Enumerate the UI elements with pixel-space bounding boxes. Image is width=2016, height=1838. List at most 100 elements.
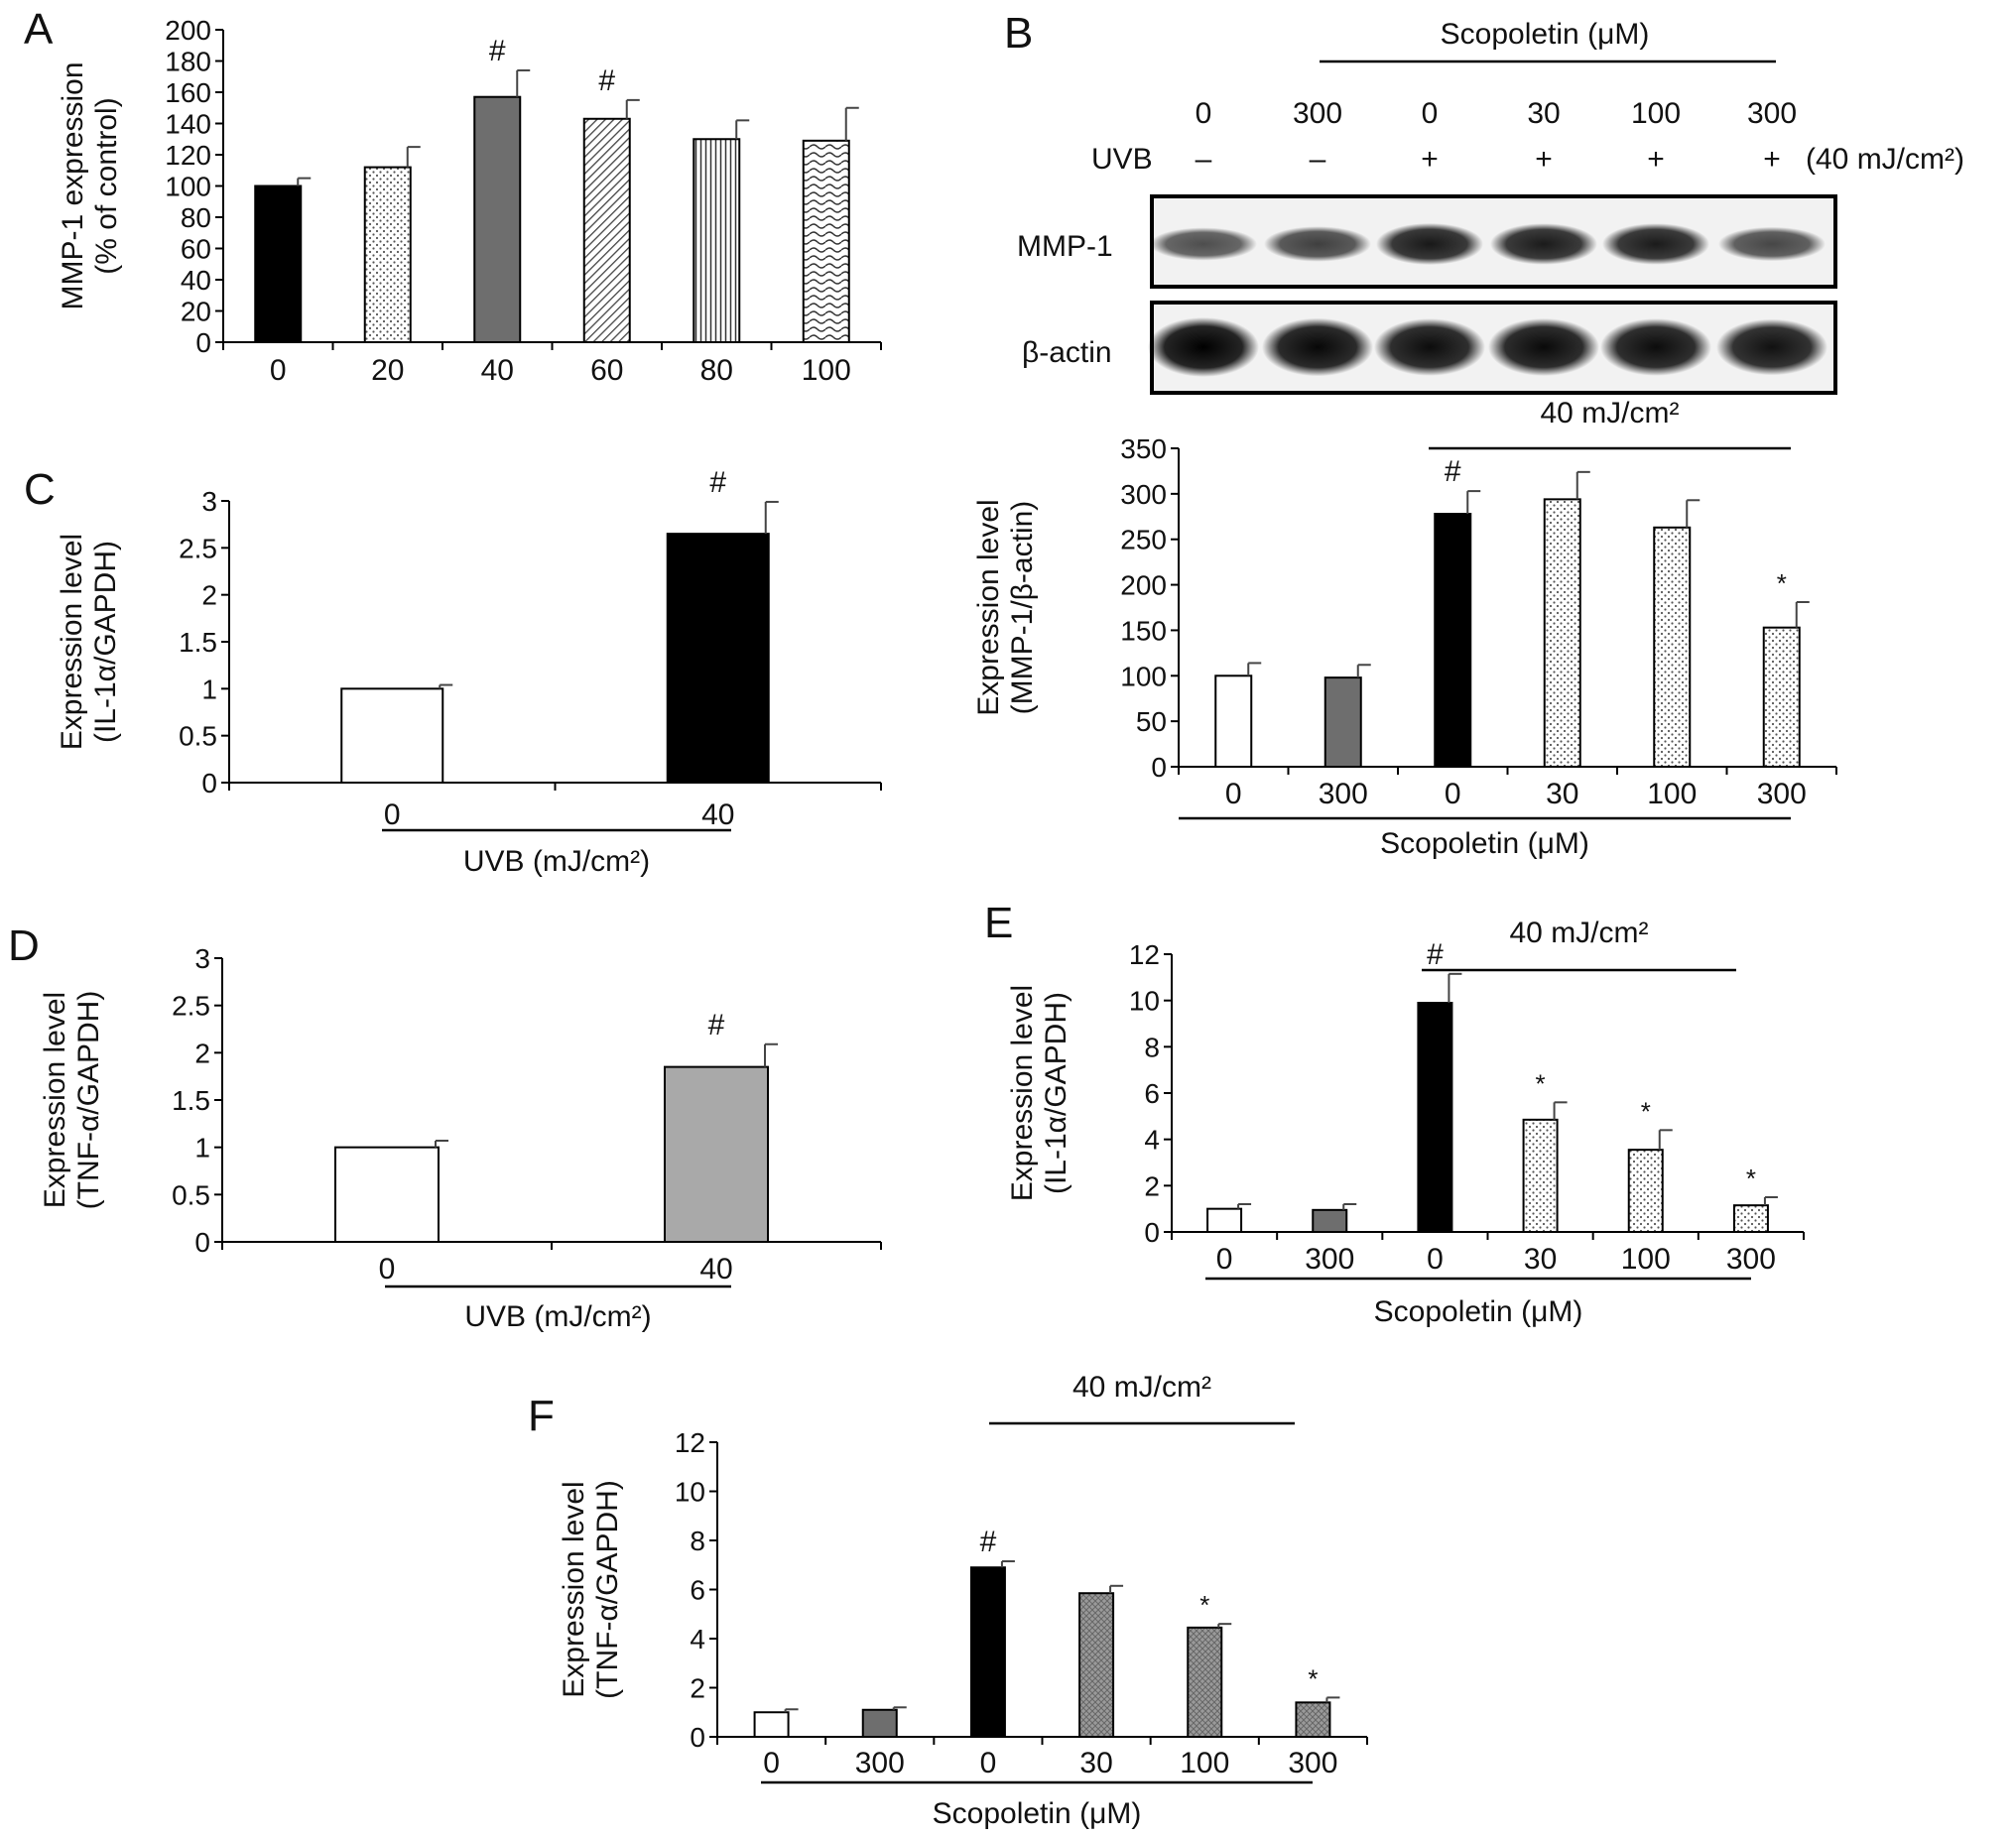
bar-b-1: [1323, 676, 1362, 768]
bar-d-0: [334, 1146, 440, 1243]
bar-e-3: [1522, 1118, 1559, 1234]
bar-e-0: [1206, 1207, 1243, 1233]
y-tick-label-e: 8: [1144, 1032, 1160, 1062]
blot-lane-dose-3: 30: [1527, 97, 1560, 130]
x-axis-label-c: UVB (mJ/cm²): [463, 845, 650, 878]
bar-f-3: [1078, 1592, 1115, 1739]
x-category-label-f-3: 30: [1079, 1747, 1112, 1779]
y-tick-label-c: 1: [201, 674, 217, 704]
x-category-label-c-1: 40: [701, 798, 734, 831]
blot-band-mmp1-1: [1264, 226, 1371, 262]
bar-f-2: [969, 1566, 1006, 1738]
y-tick-label-b: 250: [1120, 525, 1167, 555]
bar-e-4: [1627, 1149, 1664, 1233]
y-tick-label-b: 50: [1136, 706, 1167, 737]
y-tick-label-d: 0: [194, 1227, 210, 1258]
y-tick-label-a: 120: [165, 140, 211, 171]
blot-lane-dose-5: 300: [1747, 97, 1797, 130]
x-category-label-f-1: 300: [855, 1747, 905, 1779]
y-tick-label-f: 2: [690, 1673, 705, 1704]
blot-band-beta-actin-5: [1716, 318, 1827, 376]
y-axis-sublabel-e: (IL-1α/GAPDH): [1040, 992, 1072, 1194]
y-tick-label-e: 6: [1144, 1078, 1160, 1109]
bar-f-1: [861, 1708, 898, 1739]
blot-band-beta-actin-2: [1374, 318, 1485, 376]
western-blot-panel-b: Scopoletin (μM) UVB (40 mJ/cm²) MMP-1 β-…: [1017, 18, 1964, 395]
blot-band-mmp1-4: [1602, 223, 1709, 265]
panel-letter-a: A: [24, 5, 54, 54]
blot-lane-uvb-sign-0: –: [1196, 143, 1212, 176]
x-category-label-b-3: 30: [1546, 778, 1578, 810]
blot-band-mmp1-3: [1490, 223, 1597, 265]
x-category-label-a-0: 0: [270, 354, 287, 387]
y-axis-label-c: Expression level: [56, 534, 88, 750]
blot-row-label-beta-actin: β-actin: [1022, 336, 1112, 369]
y-tick-label-e: 12: [1129, 939, 1160, 970]
uvb-bracket-label-f: 40 mJ/cm²: [1072, 1371, 1211, 1404]
y-tick-label-f: 6: [690, 1575, 705, 1606]
significance-mark-e-2: #: [1427, 938, 1444, 971]
y-axis-label-a: MMP-1 expression: [57, 61, 89, 309]
blot-top-bracket-label: Scopoletin (μM): [1441, 18, 1650, 51]
x-category-label-f-2: 0: [980, 1747, 997, 1779]
y-axis-sublabel-d: (TNF-α/GAPDH): [72, 991, 105, 1210]
x-category-label-e-2: 0: [1427, 1243, 1444, 1276]
y-tick-label-b: 150: [1120, 615, 1167, 646]
x-category-label-b-5: 300: [1757, 778, 1807, 810]
y-axis-label-d: Expression level: [39, 992, 71, 1208]
x-category-label-a-4: 80: [700, 354, 733, 387]
y-tick-label-c: 0.5: [179, 721, 217, 752]
y-tick-label-b: 350: [1120, 433, 1167, 464]
bar-f-4: [1187, 1626, 1223, 1739]
x-category-label-e-4: 100: [1621, 1243, 1671, 1276]
y-axis-sublabel-f: (TNF-α/GAPDH): [591, 1480, 624, 1699]
y-tick-label-c: 1.5: [179, 627, 217, 658]
y-tick-label-b: 100: [1120, 661, 1167, 691]
bar-c-1: [666, 533, 770, 785]
x-axis-label-f: Scopoletin (μM): [933, 1797, 1142, 1830]
x-axis-label-d: UVB (mJ/cm²): [464, 1300, 651, 1333]
blot-lane-uvb-sign-3: +: [1535, 143, 1553, 176]
y-tick-label-a: 20: [181, 297, 211, 327]
blot-band-beta-actin-3: [1488, 317, 1599, 377]
y-tick-label-d: 3: [194, 943, 210, 974]
x-category-label-b-2: 0: [1445, 778, 1461, 810]
significance-mark-f-4: *: [1199, 1590, 1209, 1620]
y-tick-label-e: 2: [1144, 1170, 1160, 1201]
blot-lane-dose-2: 0: [1422, 97, 1439, 130]
x-category-label-b-4: 100: [1647, 778, 1697, 810]
blot-band-beta-actin-0: [1148, 317, 1259, 377]
blot-uvb-dose: (40 mJ/cm²): [1806, 143, 1964, 176]
significance-mark-c-1: #: [709, 466, 726, 499]
chart-panel-f: 0 2 4 6 8 10 12 0 300 #0 30 * 100 * 300 Expression leve…: [558, 1371, 1368, 1830]
chart-panel-b: 0 50 100 150 200 250 300 350 0 300 #0 30 100 * 300 Expr…: [972, 397, 1837, 860]
panel-letter-f: F: [528, 1392, 555, 1440]
blot-lane-dose-4: 100: [1631, 97, 1681, 130]
bar-a-1: [363, 166, 412, 343]
x-axis-label-b: Scopoletin (μM): [1380, 827, 1589, 860]
x-category-label-d-1: 40: [699, 1253, 732, 1286]
y-tick-label-f: 12: [675, 1427, 705, 1458]
y-tick-label-a: 100: [165, 172, 211, 202]
y-tick-label-c: 0: [201, 768, 217, 798]
uvb-bracket-label-b: 40 mJ/cm²: [1540, 397, 1679, 429]
bar-e-1: [1312, 1208, 1348, 1234]
x-category-label-a-1: 20: [371, 354, 404, 387]
y-tick-label-d: 2: [194, 1038, 210, 1068]
panel-letter-d: D: [8, 921, 40, 970]
significance-mark-b-5: *: [1777, 568, 1787, 598]
x-category-label-a-2: 40: [481, 354, 514, 387]
blot-band-mmp1-0: [1150, 227, 1257, 261]
x-category-label-e-5: 300: [1726, 1243, 1776, 1276]
y-tick-label-c: 2: [201, 580, 217, 611]
bar-e-5: [1732, 1204, 1769, 1233]
y-tick-label-d: 2.5: [172, 991, 210, 1022]
y-tick-label-a: 140: [165, 109, 211, 140]
chart-panel-c: 0 0.5 1 1.5 2 2.5 3 0 #40 Expression level (IL-1α/…: [56, 466, 882, 878]
bar-c-0: [340, 687, 444, 784]
y-axis-label-f: Expression level: [558, 1481, 590, 1697]
y-tick-label-d: 1.5: [172, 1085, 210, 1116]
x-category-label-f-4: 100: [1180, 1747, 1229, 1779]
y-tick-label-c: 2.5: [179, 533, 217, 563]
